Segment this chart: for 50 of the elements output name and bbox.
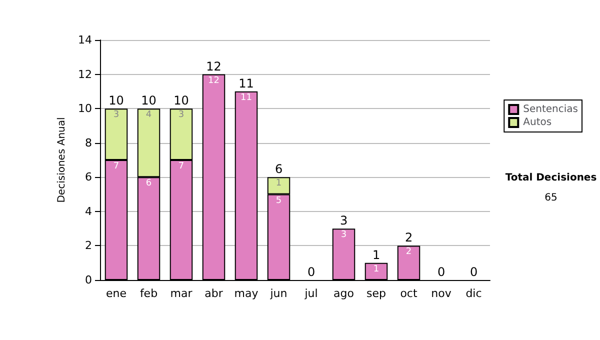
legend-label: Sentencias (523, 104, 578, 115)
data-label: 6 (146, 178, 152, 189)
data-label: 5 (276, 196, 282, 206)
x-tick-label: sep (366, 287, 386, 300)
data-label: 4 (146, 110, 152, 120)
text: 65 (544, 192, 558, 204)
total-label: 10 (174, 94, 189, 108)
x-tick-label: oct (400, 287, 418, 300)
y-tick-label: 0 (85, 274, 92, 286)
x-tick-label: may (234, 287, 259, 300)
total-label: 0 (307, 265, 316, 279)
total-label: 11 (238, 76, 254, 90)
text: Total Decisiones (505, 172, 597, 184)
total-label: 2 (404, 230, 413, 245)
total-label: 0 (437, 265, 446, 279)
data-label: 2 (406, 247, 412, 258)
x-tick-label: nov (431, 287, 452, 300)
total-label: 1 (372, 248, 380, 262)
y-tick-label: 2 (85, 239, 92, 252)
y-tick-label: 10 (78, 102, 92, 116)
x-tick-label: abr (204, 287, 224, 300)
total-label: 10 (141, 94, 156, 108)
y-tick-label: 4 (85, 204, 92, 218)
legend-label: Autos (523, 117, 552, 128)
y-axis-title: Decisiones Anual (56, 117, 68, 203)
data-label: 3 (113, 110, 120, 120)
x-tick-label: jul (304, 287, 318, 300)
x-tick-label: ago (334, 287, 354, 300)
total-label: 6 (274, 162, 283, 176)
y-tick-label: 12 (78, 68, 92, 81)
total-label: 0 (470, 265, 478, 279)
x-tick-label: feb (140, 287, 158, 300)
data-label: 1 (373, 264, 380, 274)
data-label: 3 (178, 110, 184, 120)
data-label: 1 (276, 178, 282, 189)
data-label: 7 (178, 162, 184, 172)
total-label: 12 (206, 59, 222, 74)
data-label: 11 (240, 92, 252, 103)
total-label: 10 (108, 94, 124, 108)
data-label: 12 (208, 76, 220, 86)
y-tick-label: 8 (85, 136, 92, 150)
y-tick-label: 14 (78, 34, 92, 46)
x-tick-label: jun (269, 287, 288, 300)
data-label: 7 (113, 162, 120, 172)
x-tick-label: ene (106, 287, 127, 300)
total-label: 3 (340, 214, 348, 228)
data-label: 3 (340, 230, 347, 240)
x-tick-label: mar (170, 287, 193, 300)
x-tick-label: dic (466, 287, 482, 300)
y-tick-label: 6 (85, 170, 92, 184)
